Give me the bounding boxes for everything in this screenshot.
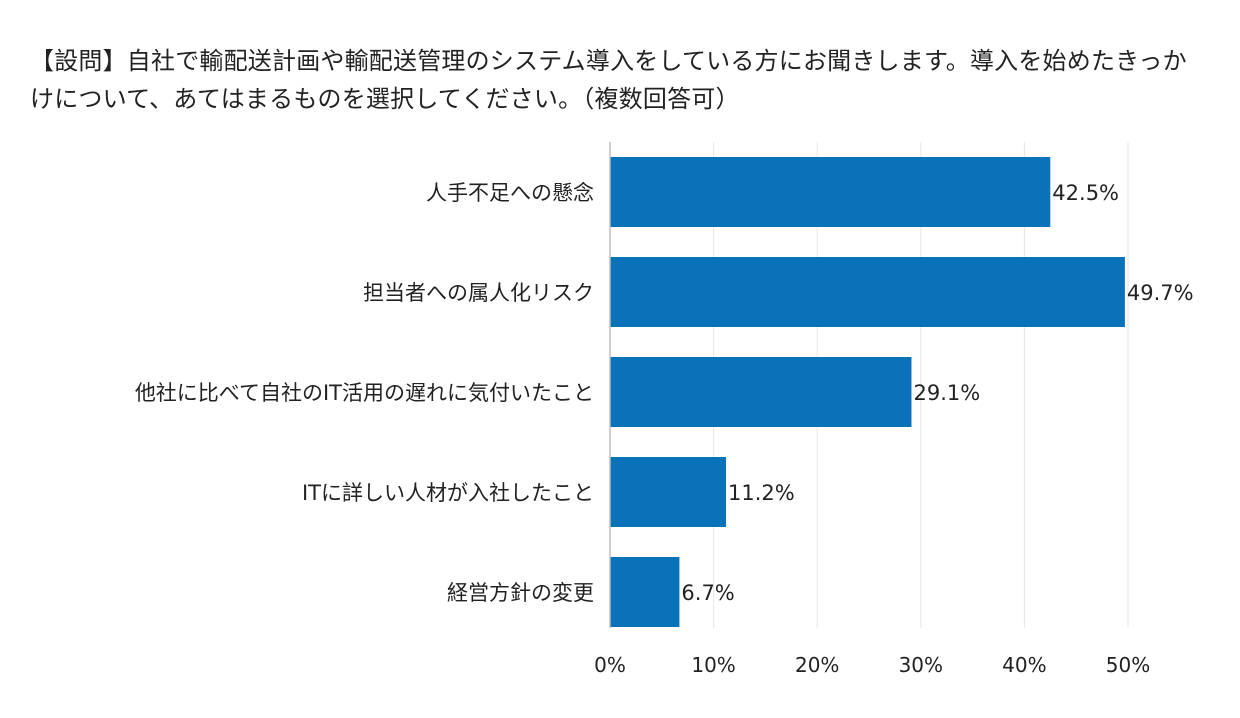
- x-tick-label: 0%: [594, 653, 626, 677]
- x-tick-label: 10%: [691, 653, 735, 677]
- bar: [610, 557, 680, 627]
- x-tick-label: 20%: [795, 653, 839, 677]
- bar: [610, 357, 912, 427]
- data-label: 6.7%: [681, 581, 734, 605]
- data-label: 11.2%: [728, 481, 795, 505]
- data-label: 42.5%: [1052, 181, 1119, 205]
- category-label: 担当者への属人化リスク: [363, 281, 594, 305]
- data-label: 29.1%: [913, 381, 980, 405]
- x-tick-label: 30%: [899, 653, 943, 677]
- x-tick-label: 50%: [1106, 653, 1150, 677]
- chart-title: 【設問】自社で輸配送計画や輸配送管理のシステム導入をしている方にお聞きします。導…: [30, 47, 1187, 113]
- category-label: 他社に比べて自社のIT活用の遅れに気付いたこと: [135, 381, 594, 405]
- labels: 0% 10% 20% 30% 40% 50% 人手不足への懸念 42.5% 担当者への属人化リス…: [135, 181, 1194, 677]
- bar: [610, 457, 727, 527]
- bar: [610, 157, 1051, 227]
- category-label: 人手不足への懸念: [426, 181, 594, 205]
- data-label: 49.7%: [1127, 281, 1194, 305]
- category-label: 経営方針の変更: [447, 581, 594, 605]
- bars: [610, 157, 1125, 627]
- category-label: ITに詳しい人材が入社したこと: [302, 481, 594, 505]
- bar: [610, 257, 1125, 327]
- x-tick-label: 40%: [1002, 653, 1046, 677]
